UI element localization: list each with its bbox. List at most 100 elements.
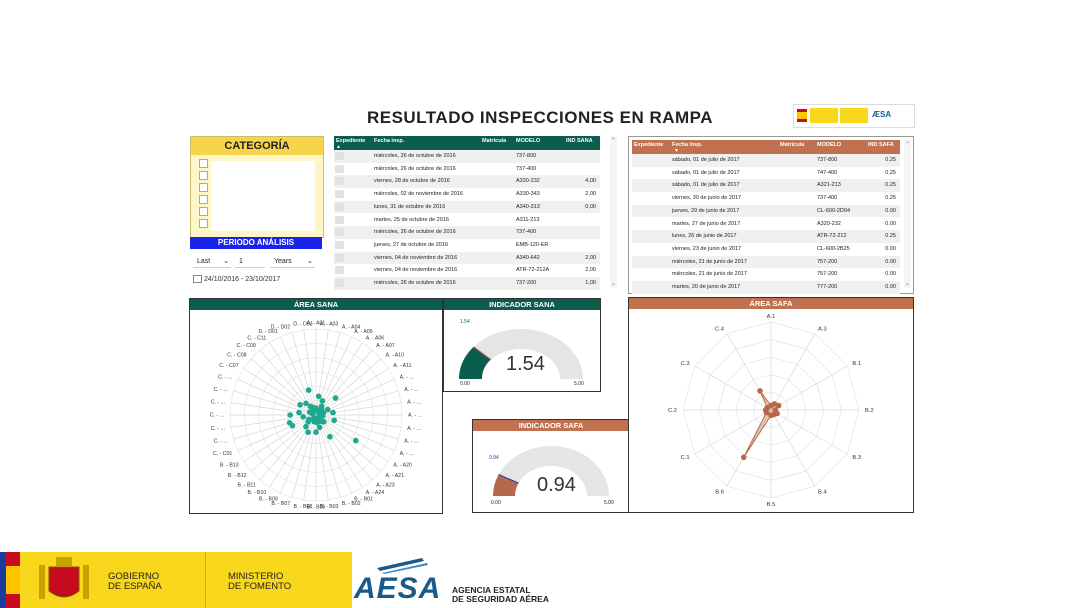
col-fecha[interactable]: Fecha insp. xyxy=(672,142,703,148)
table-row[interactable]: viernes, 04 de noviembre de 2016 ATR-72-2… xyxy=(334,264,600,277)
radar-data-point[interactable] xyxy=(353,437,359,444)
table-row[interactable]: viernes, 30 de junio de 2017 737-400 0.25 xyxy=(632,192,900,205)
table-row[interactable]: martes, 20 de junio de 2017 777-200 0.00 xyxy=(632,281,900,294)
row-selector[interactable] xyxy=(335,279,344,287)
col-expediente[interactable]: Expediente xyxy=(336,138,366,144)
radar-data-point[interactable] xyxy=(764,405,770,411)
category-list-area xyxy=(211,161,315,231)
radar-data-point[interactable] xyxy=(330,409,336,416)
table-row[interactable]: viernes, 28 de octubre de 2016 A320-232 4,… xyxy=(334,175,600,189)
table-row[interactable]: miércoles, 02 de noviembre de 2016 A330-3… xyxy=(334,188,600,201)
radar-data-point[interactable] xyxy=(768,412,774,419)
row-selector[interactable] xyxy=(335,215,344,224)
scroll-down-icon[interactable]: ⌄ xyxy=(904,281,911,287)
period-unit-select[interactable]: Years ⌄ xyxy=(270,255,315,268)
table-row[interactable]: miércoles, 26 de octubre de 2016 737-800 xyxy=(334,150,600,163)
radar-data-point[interactable] xyxy=(757,388,763,394)
radar-data-point[interactable] xyxy=(312,407,319,413)
radar-data-point[interactable] xyxy=(287,412,293,418)
radar-data-point[interactable] xyxy=(296,409,302,416)
table-row[interactable]: martes, 25 de octubre de 2016 A311-213 xyxy=(334,213,600,227)
radar-data-point[interactable] xyxy=(319,398,326,404)
cell-modelo: 757-200 xyxy=(817,271,838,278)
radar-data-point[interactable] xyxy=(310,415,317,422)
safa-scrollbar[interactable]: ⌃ ⌄ xyxy=(904,140,911,288)
row-selector[interactable] xyxy=(335,177,344,186)
period-mode-select[interactable]: Last ⌄ xyxy=(193,255,231,268)
sana-scrollbar[interactable]: ⌃ ⌄ xyxy=(610,136,617,288)
radar-data-point[interactable] xyxy=(286,420,293,426)
period-count-input[interactable]: 1 xyxy=(235,255,265,268)
table-row[interactable]: miércoles, 26 de octubre de 2016 737-200 1… xyxy=(334,277,600,290)
col-matricula[interactable]: Matrícula xyxy=(482,138,507,144)
radar-data-point[interactable] xyxy=(313,429,319,435)
radar-data-point[interactable] xyxy=(305,429,311,435)
category-checkbox[interactable] xyxy=(199,159,208,168)
row-selector[interactable] xyxy=(335,266,344,275)
row-selector[interactable] xyxy=(335,190,344,199)
radar-data-point[interactable] xyxy=(305,387,312,393)
radar-data-point[interactable] xyxy=(775,402,782,409)
row-selector[interactable] xyxy=(335,240,344,249)
table-row[interactable]: sábado, 01 de julio de 2017 737-800 0.25 xyxy=(632,154,900,167)
radar-axis xyxy=(315,332,341,416)
radar-data-point[interactable] xyxy=(324,406,331,413)
row-selector[interactable] xyxy=(335,202,344,211)
table-row[interactable]: miércoles, 26 de octubre de 2016 737-400 xyxy=(334,226,600,239)
cell-indicator: 0.00 xyxy=(885,271,896,278)
category-list[interactable] xyxy=(195,159,319,233)
category-checkbox[interactable] xyxy=(199,195,208,204)
radar-data-point[interactable] xyxy=(740,454,747,461)
radar-data-point[interactable] xyxy=(303,423,309,430)
table-row[interactable]: sábado, 01 de julio de 2017 747-400 0.25 xyxy=(632,166,900,180)
col-modelo[interactable]: MODELO xyxy=(817,142,842,148)
col-matricula[interactable]: Matrícula xyxy=(780,142,805,148)
category-checkbox[interactable] xyxy=(199,207,208,216)
table-row[interactable]: viernes, 04 de noviembre de 2016 A340-642… xyxy=(334,251,600,265)
radar-data-point[interactable] xyxy=(315,393,322,400)
category-checkbox[interactable] xyxy=(199,183,208,192)
table-row[interactable]: miércoles, 21 de junio de 2017 757-200 0.0… xyxy=(632,268,900,281)
col-fecha[interactable]: Fecha insp. xyxy=(374,138,405,144)
col-ind-safa[interactable]: IND SAFA xyxy=(868,142,894,148)
scroll-up-icon[interactable]: ⌃ xyxy=(904,142,911,148)
row-selector[interactable] xyxy=(335,228,344,237)
radar-axis-label: A. - A04 xyxy=(342,325,361,331)
table-row[interactable]: sábado, 01 de julio de 2017 A321-213 0.25 xyxy=(632,179,900,193)
col-expediente[interactable]: Expediente xyxy=(634,142,664,148)
radar-data-point[interactable] xyxy=(306,416,312,423)
radar-data-point[interactable] xyxy=(300,414,306,420)
row-selector[interactable] xyxy=(335,164,344,173)
safa-table: Expediente Fecha insp. ▼ Matrícula MODEL… xyxy=(632,140,902,294)
category-checkbox[interactable] xyxy=(199,171,208,180)
col-modelo[interactable]: MODELO xyxy=(516,138,541,144)
table-row[interactable]: miércoles, 21 de junio de 2017 757-200 0.0… xyxy=(632,255,900,269)
table-row[interactable]: miércoles, 26 de octubre de 2016 737-400 xyxy=(334,162,600,176)
radar-data-point[interactable] xyxy=(303,400,309,407)
scroll-down-icon[interactable]: ⌄ xyxy=(610,281,617,287)
cell-modelo: A340-313 xyxy=(516,203,540,210)
table-row[interactable]: jueves, 27 de octubre de 2016 EMB-120-ER xyxy=(334,238,600,252)
radar-data-point[interactable] xyxy=(316,424,323,431)
radar-axis-label: A. - A20 xyxy=(393,463,412,469)
table-row[interactable]: jueves, 29 de junio de 2017 CL-600-2D04 0.… xyxy=(632,204,900,218)
table-row[interactable]: lunes, 31 de octubre de 2016 A340-313 0,00 xyxy=(334,200,600,214)
category-checkbox[interactable] xyxy=(199,219,208,228)
col-ind-sana[interactable]: IND SANA xyxy=(566,138,593,144)
cell-modelo: CL-600-2B25 xyxy=(817,245,850,252)
scroll-up-icon[interactable]: ⌃ xyxy=(610,138,617,144)
radar-data-point[interactable] xyxy=(332,395,339,401)
aesa-wordmark: AESA xyxy=(354,572,442,605)
date-range[interactable]: 24/10/2016 - 23/10/2017 xyxy=(193,275,280,283)
radar-axis xyxy=(233,390,317,416)
table-row[interactable]: lunes, 26 de junio de 2017 ATR-72-212 0.25 xyxy=(632,230,900,243)
radar-data-point[interactable] xyxy=(331,417,337,424)
row-selector[interactable] xyxy=(335,253,344,262)
table-row[interactable]: viernes, 23 de junio de 2017 CL-600-2B25 0… xyxy=(632,242,900,256)
radar-data-point[interactable] xyxy=(327,433,333,440)
radar-data-point[interactable] xyxy=(297,402,303,408)
cell-modelo: 747-400 xyxy=(817,169,838,176)
row-selector[interactable] xyxy=(335,152,344,160)
table-row[interactable]: martes, 27 de junio de 2017 A320-232 0.00 xyxy=(632,217,900,231)
cell-indicator: 0.00 xyxy=(885,284,896,290)
